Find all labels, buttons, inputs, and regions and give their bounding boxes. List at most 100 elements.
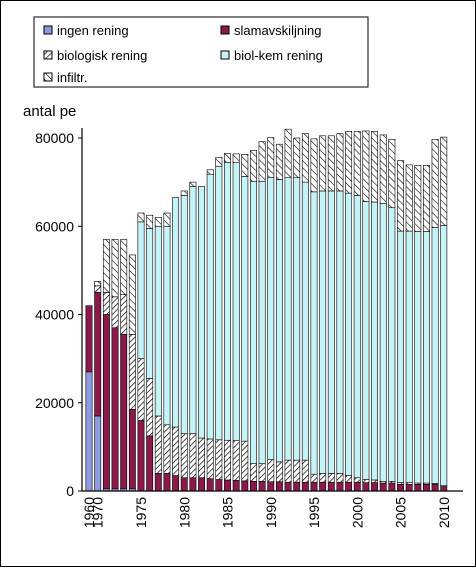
- x-tick-label: 1960: [81, 497, 97, 528]
- bar-segment: [414, 484, 422, 492]
- y-tick-label: 40000: [35, 307, 74, 323]
- bar-segment: [154, 415, 162, 474]
- bar-segment: [111, 296, 119, 329]
- bar-segment: [111, 327, 119, 490]
- bar-segment: [362, 479, 370, 483]
- bar-segment: [172, 197, 180, 428]
- bar-segment: [224, 479, 231, 492]
- x-tick-label: 1970: [90, 497, 106, 528]
- bar-segment: [405, 484, 413, 492]
- bar-segment: [163, 473, 171, 492]
- bar-segment: [258, 180, 266, 464]
- legend: ingen rening slamavskiljning biologisk ren…: [33, 16, 369, 88]
- bar-segment: [128, 334, 136, 410]
- bar-segment: [250, 463, 257, 482]
- bar-segment: [94, 281, 102, 287]
- bar-segment: [137, 358, 145, 421]
- bar-segment: [327, 190, 335, 474]
- bar-segment: [128, 254, 136, 335]
- bar-segment: [189, 186, 197, 434]
- bar-segment: [102, 239, 110, 293]
- bar-segment: [301, 481, 309, 492]
- bar-segment: [388, 482, 396, 492]
- bar-segment: [267, 459, 275, 483]
- bar-segment: [293, 459, 301, 483]
- bar-segment: [345, 481, 353, 492]
- bar-segment: [128, 409, 136, 490]
- legend-box: [33, 16, 369, 88]
- bar-segment: [198, 437, 205, 479]
- bar-segment: [94, 292, 102, 417]
- legend-label: biologisk rening: [57, 48, 147, 63]
- bar-segment: [232, 480, 240, 492]
- y-axis-label: antal pe: [23, 103, 76, 120]
- bar-segment: [362, 130, 370, 202]
- bar-segment: [422, 231, 430, 484]
- bar-segment: [172, 426, 180, 476]
- bar-segment: [353, 131, 361, 196]
- bar-segment: [267, 176, 275, 460]
- bar-segment: [353, 477, 361, 483]
- bar-segment: [275, 461, 283, 483]
- bar-segment: [241, 176, 249, 442]
- bar-segment: [371, 482, 378, 492]
- bar-segment: [371, 479, 378, 483]
- bar-segment: [267, 481, 275, 492]
- bar-segment: [275, 179, 283, 463]
- bar-segment: [301, 133, 309, 183]
- bar-segment: [397, 160, 404, 232]
- legend-label: ingen rening: [57, 23, 129, 38]
- bar-segment: [120, 239, 128, 295]
- y-tick-label: 0: [66, 483, 74, 499]
- bar-segment: [154, 217, 162, 227]
- bar-segment: [319, 135, 327, 192]
- bar-segment: [397, 484, 404, 492]
- bar-segment: [120, 294, 128, 335]
- bar-segment: [154, 473, 162, 492]
- bar-segment: [137, 212, 145, 223]
- bar-segment: [137, 420, 145, 492]
- bar-segment: [431, 227, 439, 484]
- bar-segment: [431, 139, 439, 228]
- bar-segment: [215, 439, 223, 480]
- legend-swatch: [43, 25, 53, 35]
- bar-segment: [180, 433, 188, 479]
- bar-segment: [224, 153, 231, 163]
- legend-swatch: [220, 50, 230, 60]
- bar-segment: [422, 165, 430, 232]
- bar-segment: [250, 180, 257, 464]
- bar-segment: [336, 190, 344, 474]
- bar-segment: [414, 165, 422, 232]
- bar-segment: [206, 438, 214, 479]
- bar-segment: [310, 481, 318, 492]
- bar-segment: [310, 473, 318, 483]
- legend-swatch: [43, 72, 53, 82]
- bar-segment: [241, 154, 249, 177]
- legend-label: slamavskiljning: [234, 23, 321, 38]
- legend-swatch: [220, 25, 230, 35]
- bar-segment: [206, 169, 214, 175]
- bar-segment: [336, 473, 344, 483]
- bar-segment: [146, 378, 154, 437]
- bar-segment: [327, 135, 335, 192]
- bar-segment: [94, 415, 102, 492]
- bar-segment: [353, 195, 361, 479]
- bar-segment: [224, 439, 231, 481]
- bar-segment: [379, 203, 387, 482]
- bar-segment: [189, 181, 197, 187]
- bar-segment: [440, 486, 448, 492]
- bar-segment: [120, 334, 128, 490]
- bar-segment: [232, 162, 240, 441]
- bar-segment: [336, 133, 344, 192]
- bar-segment: [275, 481, 283, 492]
- legend-label: biol-kem rening: [234, 48, 323, 63]
- bar-segment: [85, 371, 93, 492]
- x-tick-label: 1990: [263, 497, 279, 528]
- bar-segment: [414, 231, 422, 484]
- bar-segment: [362, 201, 370, 480]
- bar-segment: [241, 480, 249, 492]
- bar-segment: [180, 477, 188, 492]
- x-tick-label: 1980: [176, 497, 192, 528]
- bar-segment: [284, 481, 292, 492]
